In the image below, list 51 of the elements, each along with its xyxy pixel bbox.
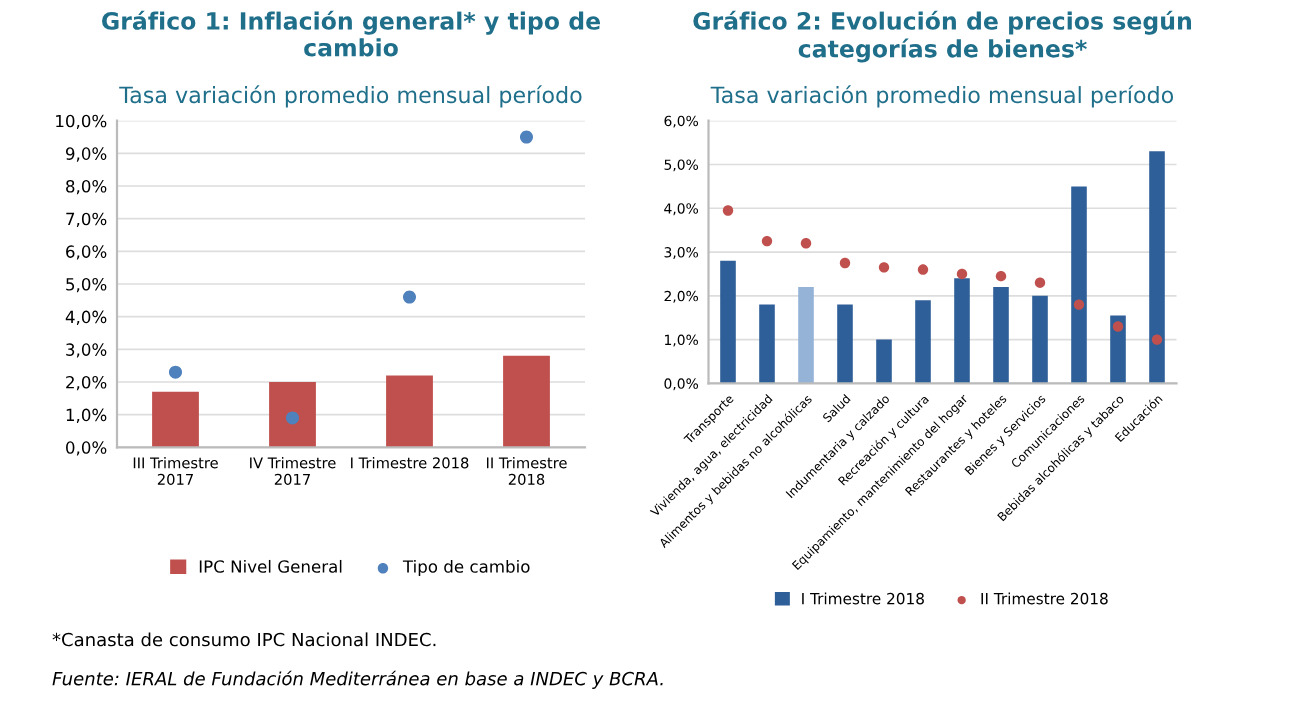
y-tick-label: 4,0% xyxy=(65,310,107,325)
point xyxy=(839,257,851,269)
point xyxy=(1151,334,1163,345)
point xyxy=(1073,299,1085,310)
text: *Canasta de consumo IPC Nacional INDEC. xyxy=(52,632,436,647)
bar xyxy=(954,278,970,384)
y-tick-label: 6,0% xyxy=(66,245,107,260)
bar xyxy=(152,391,199,448)
source-note: Fuente: IERAL de Fundación Mediterránea en base a INDEC y BCRA. xyxy=(52,670,663,689)
point xyxy=(402,290,417,304)
y-tick-label: 8,0% xyxy=(66,179,107,195)
point xyxy=(519,130,534,144)
bar xyxy=(1032,295,1048,384)
bar xyxy=(798,287,814,384)
bar xyxy=(720,260,736,384)
point xyxy=(285,411,300,425)
bar xyxy=(759,304,775,384)
bar xyxy=(1149,151,1165,384)
point xyxy=(1112,321,1124,332)
y-tick-label: 5,0% xyxy=(66,277,107,293)
chart-title: Gráfico 2: Evolución de precios según categorías de bienes* xyxy=(693,10,1192,63)
legend-label: Tipo de cambio xyxy=(402,559,530,577)
bar xyxy=(876,339,892,384)
chart-title: Gráfico 1: Inflación general* y tipo de cambio xyxy=(102,10,601,57)
point xyxy=(1034,277,1046,288)
chart-subtitle: Tasa variación promedio mensual período xyxy=(710,85,1174,108)
y-tick-label: 0,0% xyxy=(66,441,107,456)
bar xyxy=(386,375,433,448)
bar xyxy=(269,381,316,448)
bar xyxy=(837,304,853,384)
point xyxy=(722,205,734,216)
bar xyxy=(915,300,931,384)
point xyxy=(995,270,1007,282)
bar xyxy=(1110,315,1126,384)
bar xyxy=(1071,186,1087,384)
point xyxy=(878,262,890,273)
legend-label: IPC Nivel General xyxy=(199,559,342,573)
y-tick-label: 2,0% xyxy=(66,375,107,391)
bar xyxy=(993,287,1009,384)
point xyxy=(761,235,773,247)
point xyxy=(168,365,183,379)
y-tick-label: 1,0% xyxy=(66,408,107,423)
y-tick-label: 9,0% xyxy=(65,147,107,162)
point xyxy=(917,264,929,275)
point xyxy=(800,238,812,249)
chart-subtitle: Tasa variación promedio mensual período xyxy=(119,85,582,108)
point xyxy=(956,268,968,280)
bar xyxy=(503,355,550,448)
y-tick-label: 7,0% xyxy=(66,212,107,227)
y-tick-label: 10,0% xyxy=(56,114,107,129)
y-tick-label: 3,0% xyxy=(66,343,107,358)
